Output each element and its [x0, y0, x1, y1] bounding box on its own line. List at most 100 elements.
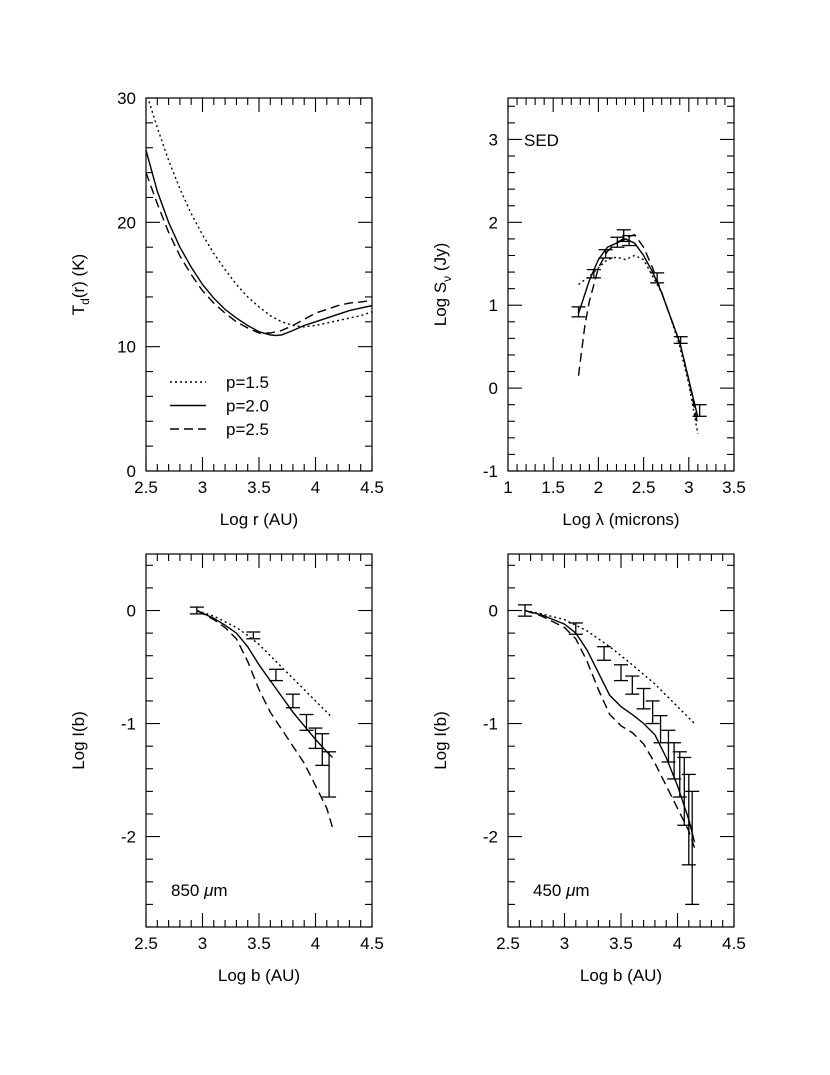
x-tick-label: 3 — [560, 934, 569, 953]
x-tick-label: 3.5 — [247, 934, 271, 953]
error-bar — [189, 606, 204, 615]
panel-annotation: 450 μm — [533, 881, 590, 900]
series-line-dotted — [147, 98, 372, 328]
series-line-solid — [524, 609, 696, 843]
x-tick-label: 4 — [311, 934, 320, 953]
y-tick-label: 3 — [489, 130, 498, 149]
error-bar — [625, 675, 640, 695]
x-tick-label: 4.5 — [360, 934, 384, 953]
x-tick-label: 4 — [311, 478, 320, 497]
error-bar — [268, 668, 283, 682]
error-bar — [653, 714, 668, 744]
error-bar — [517, 604, 532, 617]
error-bar — [667, 742, 682, 780]
panel-temperature: 2.5 3 3.5 4 4.5 0 10 20 30 Log r (AU) Td(r) (K) p=1… — [69, 89, 384, 529]
x-tick-label: 3 — [684, 478, 693, 497]
error-bar — [285, 693, 300, 709]
plot-frame — [507, 97, 735, 472]
series-line-dashed — [524, 609, 696, 849]
y-tick-label: 30 — [117, 89, 136, 108]
panel-850: 2.5 3 3.5 4 4.5 -2 -1 0 Log b (AU) Log I(b) 850 μm — [69, 553, 384, 985]
error-bar — [586, 268, 601, 279]
series-line-dashed — [577, 233, 699, 426]
y-tick-label: 10 — [117, 338, 136, 357]
error-bar — [645, 700, 660, 725]
x-tick-label: 3 — [198, 478, 207, 497]
x-tick-label: 1.5 — [541, 478, 565, 497]
y-tick-label: 0 — [489, 379, 498, 398]
error-bar — [673, 336, 688, 345]
y-tick-label: 0 — [127, 462, 136, 481]
x-tick-label: 2.5 — [632, 478, 656, 497]
error-bar — [614, 664, 628, 682]
error-bar — [322, 751, 337, 798]
error-bar — [246, 631, 261, 640]
legend-entry: p=2.5 — [170, 420, 269, 439]
y-tick-label: -1 — [483, 715, 498, 734]
error-bar — [598, 249, 613, 259]
x-tick-label: 3.5 — [609, 934, 633, 953]
series-line-dashed — [146, 172, 372, 334]
error-bar — [299, 713, 314, 731]
error-bar — [650, 272, 665, 284]
series-line-dashed — [196, 609, 334, 828]
x-tick-label: 2.5 — [496, 934, 520, 953]
y-tick-label: 20 — [117, 213, 136, 232]
legend-entry: p=2.0 — [170, 397, 269, 416]
y-tick-label: 1 — [489, 296, 498, 315]
x-axis-label: Log b (AU) — [218, 966, 300, 985]
series-line-solid — [196, 609, 333, 758]
error-bar — [681, 773, 696, 866]
x-tick-label: 3.5 — [247, 478, 271, 497]
legend-label: p=1.5 — [226, 373, 269, 392]
series-line-dotted — [196, 609, 333, 719]
panel-annotation: SED — [524, 131, 559, 150]
error-bar — [308, 727, 323, 750]
series-line-dotted — [578, 254, 699, 434]
series-line-dotted — [524, 609, 695, 724]
error-bar — [315, 733, 330, 767]
legend-entry: p=1.5 — [170, 373, 269, 392]
x-tick-label: 2.5 — [134, 934, 158, 953]
x-tick-label: 4.5 — [360, 478, 384, 497]
series-line-solid — [146, 150, 372, 337]
y-tick-label: -1 — [483, 462, 498, 481]
error-bar — [661, 729, 676, 763]
x-tick-label: 4 — [673, 934, 682, 953]
error-bar — [622, 234, 637, 247]
y-axis-label: Log I(b) — [69, 711, 88, 770]
panel-sed: 1 1.5 2 2.5 3 3.5 -1 0 1 2 3 Log λ (microns) Log Sν … — [431, 97, 746, 529]
error-bar — [568, 622, 583, 635]
error-bar — [692, 404, 707, 417]
x-tick-label: 3.5 — [722, 478, 746, 497]
x-tick-label: 2.5 — [134, 478, 158, 497]
y-tick-label: 2 — [489, 213, 498, 232]
panel-annotation: 850 μm — [171, 881, 228, 900]
error-bar — [610, 236, 625, 248]
series-line-solid — [577, 238, 699, 418]
y-axis-label: Log Sν (Jy) — [431, 243, 454, 326]
x-tick-label: 1 — [503, 478, 512, 497]
y-tick-label: -1 — [121, 715, 136, 734]
y-tick-label: -2 — [121, 828, 136, 847]
y-tick-label: 0 — [489, 602, 498, 621]
x-tick-label: 3 — [198, 934, 207, 953]
plot-frame — [145, 553, 373, 928]
error-bar — [597, 646, 612, 661]
legend-label: p=2.0 — [226, 397, 269, 416]
x-axis-label: Log r (AU) — [220, 510, 298, 529]
x-axis-label: Log λ (microns) — [562, 510, 679, 529]
y-axis-label: Log I(b) — [431, 711, 450, 770]
y-tick-label: -2 — [483, 828, 498, 847]
error-bar — [571, 306, 586, 318]
y-axis-label: Td(r) (K) — [69, 254, 92, 315]
legend-label: p=2.5 — [226, 420, 269, 439]
plot-frame — [507, 553, 735, 928]
error-bar — [636, 687, 651, 710]
panel-450: 2.5 3 3.5 4 4.5 -2 -1 0 Log b (AU) Log I(b) 450 μm — [431, 553, 746, 985]
x-tick-label: 4.5 — [722, 934, 746, 953]
error-bar — [685, 790, 700, 906]
y-tick-label: 0 — [127, 602, 136, 621]
x-axis-label: Log b (AU) — [580, 966, 662, 985]
